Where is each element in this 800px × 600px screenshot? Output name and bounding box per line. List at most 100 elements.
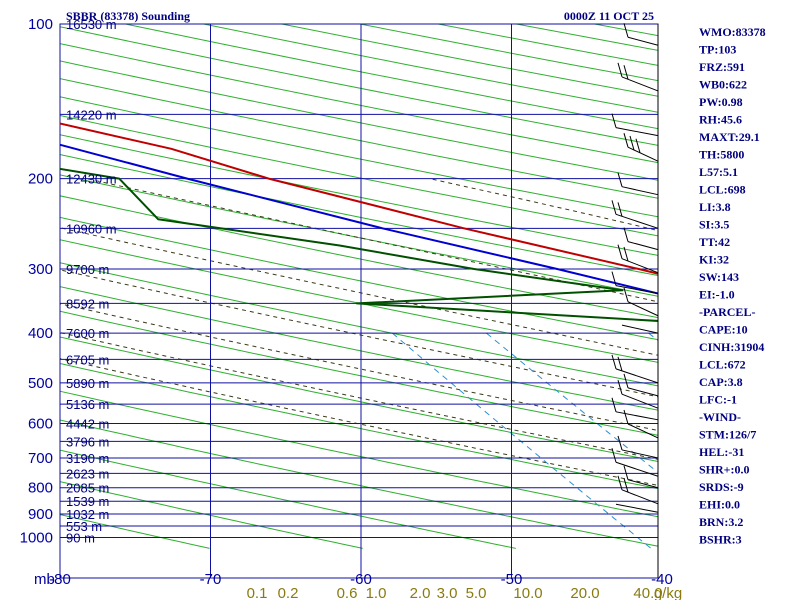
index-line: TH:5800: [699, 148, 744, 162]
wind-barb-flag: [611, 113, 617, 128]
wind-barb: [617, 475, 659, 505]
indices-panel: WMO:83378 TP:103 FRZ:591 WB0:622 PW:0.98 RH:4…: [699, 25, 766, 547]
mixing-ratio-label: 5.0: [466, 585, 487, 600]
index-line: LCL:698: [699, 183, 746, 197]
wind-barb: [611, 271, 659, 295]
wind-barb: [611, 354, 659, 384]
wind-barb: [611, 448, 659, 477]
wind-barb-flag: [623, 246, 629, 262]
wind-barb-flag: [611, 271, 617, 286]
pressure-tick-label: 500: [28, 375, 53, 392]
wind-barb-flag: [611, 397, 617, 412]
index-line: HEL:-31: [699, 445, 744, 459]
height-label: 12430 m: [66, 172, 117, 187]
moist-adiabat: [60, 269, 658, 398]
series-layer: [60, 122, 658, 322]
height-label: 2623 m: [66, 466, 109, 481]
index-line: SW:143: [699, 270, 739, 284]
wind-barb-shaft: [627, 423, 659, 439]
wind-barb: [611, 397, 659, 421]
pressure-tick-label: 100: [28, 16, 53, 33]
height-label: 1539 m: [66, 494, 109, 509]
pressure-tick-label: 900: [28, 506, 53, 523]
height-label: 16530 m: [66, 17, 117, 32]
index-line: CAP:3.8: [699, 375, 743, 389]
temperature-tick-label: -50: [501, 571, 523, 588]
index-line: EHI:0.0: [699, 498, 740, 512]
wind-barb-flag: [623, 65, 629, 80]
wind-barb-flag: [617, 62, 623, 78]
pressure-tick-label: 400: [28, 325, 53, 342]
pressure-tick-label: 200: [28, 171, 53, 188]
wind-barb: [617, 435, 659, 459]
pressure-axis-label: mb: [34, 571, 55, 588]
grid-layer: [59, 23, 659, 579]
wind-barb-flag: [611, 200, 617, 215]
wind-barb-shaft: [627, 36, 659, 46]
height-label: 553 m: [66, 519, 102, 534]
index-line: MAXT:29.1: [699, 130, 760, 144]
wind-barb: [615, 503, 659, 513]
wind-barb-flag: [623, 478, 629, 493]
wind-barb: [621, 324, 659, 334]
height-label: 6705 m: [66, 352, 109, 367]
wind-barb-shaft: [615, 461, 659, 477]
index-line: CINH:31904: [699, 340, 764, 354]
mixing-ratio-line: [486, 332, 658, 473]
wind-barb-flag: [617, 356, 623, 372]
wind-barb-shaft: [615, 285, 659, 295]
wind-barb-shaft: [621, 393, 659, 409]
height-label: 5890 m: [66, 376, 109, 391]
height-label: 5136 m: [66, 397, 109, 412]
wind-barb-shaft: [621, 449, 659, 459]
wind-barb-flag: [623, 133, 629, 148]
mixing-ratio-label: 3.0: [437, 585, 458, 600]
index-line: BRN:3.2: [699, 515, 743, 529]
wind-barb-shaft: [627, 301, 659, 317]
wind-barb-flag: [623, 227, 629, 242]
wind-barb: [617, 380, 659, 409]
mixing-ratio-label: 2.0: [410, 585, 431, 600]
wind-barb-flag: [635, 138, 641, 153]
dry-adiabat: [60, 154, 658, 277]
index-line: L57:5.1: [699, 165, 738, 179]
dry-adiabat: [60, 363, 658, 490]
series-parcel: [60, 143, 658, 295]
wind-barb-flag: [611, 354, 617, 370]
wind-barb-flag: [617, 172, 623, 187]
wind-barb-shaft: [615, 503, 659, 513]
wind-barb-flag: [611, 448, 617, 463]
mixing-ratio-label: 0.1: [247, 585, 268, 600]
wind-barb: [623, 409, 659, 439]
index-line: LCL:672: [699, 358, 746, 372]
pressure-tick-label: 1000: [20, 529, 53, 546]
mixing-ratio-unit: g/kg: [654, 585, 682, 600]
wind-barb-flag: [623, 373, 629, 389]
wind-barb: [623, 287, 659, 317]
mixing-ratio-label: 40.0: [633, 585, 662, 600]
dry-adiabat: [60, 419, 658, 547]
mixing-ratio-line: [391, 332, 652, 549]
height-label: 10960 m: [66, 221, 117, 236]
dry-adiabat: [60, 481, 363, 549]
pressure-tick-label: 800: [28, 480, 53, 497]
index-line: SI:3.5: [699, 218, 729, 232]
dry-adiabat: [60, 390, 658, 518]
height-label: 14220 m: [66, 107, 117, 122]
index-line: TP:103: [699, 43, 736, 57]
series-dewpoint: [60, 167, 658, 322]
temperature-tick-label: -70: [200, 571, 222, 588]
wind-barbs: [611, 23, 659, 578]
mixing-ratio-label: 10.0: [513, 585, 542, 600]
mixing-ratio-label: 20.0: [570, 585, 599, 600]
label-layer: 100 200 300 400 500 600 700 800 900 1000 16530 m 14…: [20, 16, 683, 600]
wind-barb-shaft: [615, 213, 659, 229]
wind-barb-shaft: [627, 387, 659, 397]
dry-adiabat: [60, 115, 658, 237]
wind-barb-flag: [617, 475, 623, 490]
wind-barb-flag: [617, 244, 623, 259]
wind-barb: [611, 113, 659, 137]
wind-barb-flag: [623, 23, 629, 38]
height-label: 4442 m: [66, 417, 109, 432]
dry-adiabat: [60, 195, 658, 319]
